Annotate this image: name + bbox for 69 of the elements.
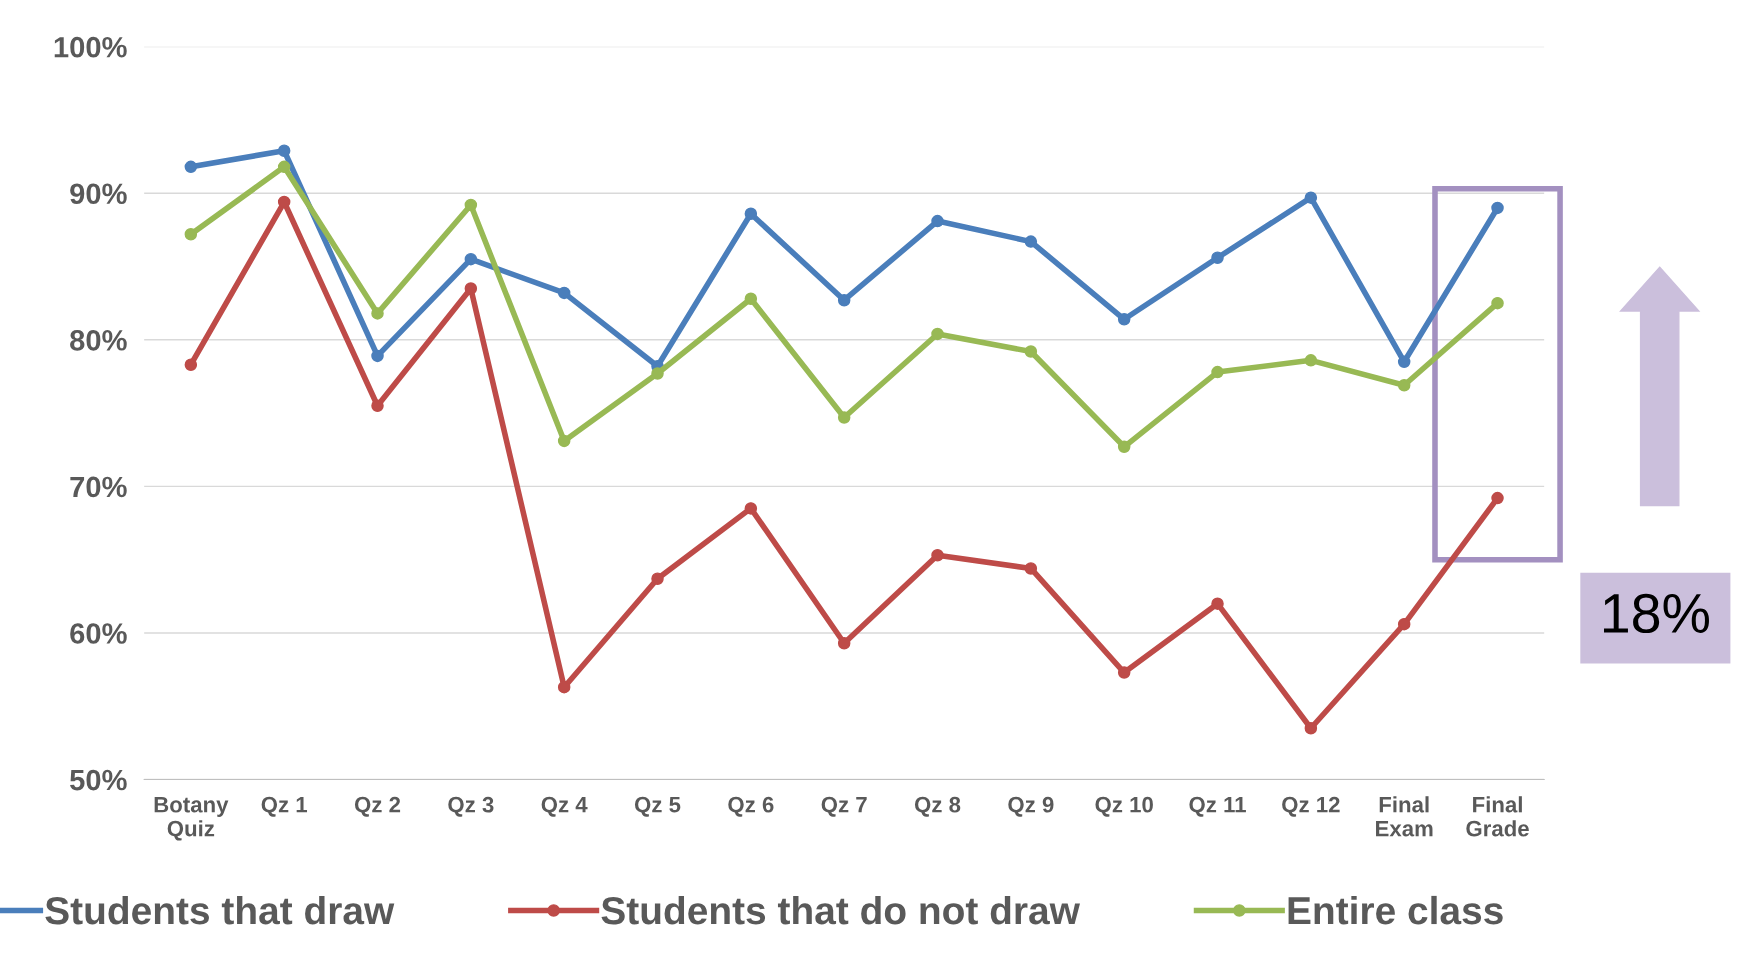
point — [1491, 491, 1504, 505]
x-tick-label: Botany Quiz — [154, 797, 229, 841]
x-tick-label: Qz 11 — [1189, 796, 1246, 817]
point — [744, 207, 758, 221]
point — [1211, 365, 1224, 379]
y-tick-label: 90% — [70, 183, 127, 205]
point — [371, 399, 384, 413]
point — [557, 680, 571, 694]
point — [744, 502, 758, 515]
point — [1397, 355, 1411, 369]
point — [1117, 313, 1131, 326]
legend-label: Students that draw — [45, 895, 395, 925]
point — [1397, 617, 1411, 631]
point — [277, 144, 291, 157]
x-tick-label: Qz 7 — [821, 796, 867, 817]
point — [184, 160, 198, 174]
text: 18% — [1604, 593, 1709, 634]
point — [1024, 562, 1038, 575]
point — [557, 434, 571, 448]
point — [277, 160, 291, 174]
y-tick-label: 70% — [70, 476, 127, 498]
point — [464, 252, 478, 266]
legend-label: Entire class — [1288, 895, 1503, 925]
x-tick-label: Final Exam — [1376, 796, 1433, 837]
point — [277, 195, 291, 209]
point — [371, 349, 384, 363]
point — [1117, 666, 1131, 679]
x-tick-label: Qz 12 — [1282, 796, 1340, 817]
x-tick-label: Qz 1 — [261, 796, 308, 817]
point — [931, 214, 944, 228]
point — [837, 293, 851, 307]
point — [1491, 201, 1504, 215]
x-tick-label: Qz 6 — [728, 796, 774, 817]
point — [931, 549, 944, 562]
point — [1024, 345, 1038, 358]
point — [1397, 378, 1411, 392]
y-tick-label: 100% — [54, 36, 127, 58]
point — [1211, 251, 1224, 264]
x-tick-label: Qz 2 — [354, 796, 401, 817]
x-tick-label: Qz 10 — [1095, 796, 1153, 817]
point — [1304, 721, 1318, 735]
point — [1491, 296, 1504, 310]
point — [651, 367, 664, 380]
point — [557, 286, 571, 300]
point — [1304, 354, 1318, 367]
point — [1211, 597, 1224, 610]
point — [184, 358, 198, 371]
point — [1304, 191, 1318, 204]
x-tick-label: Qz 9 — [1008, 796, 1054, 817]
point — [1117, 440, 1131, 454]
x-tick-label: Qz 8 — [914, 796, 961, 817]
x-tick-label: Qz 5 — [634, 796, 681, 817]
point — [464, 198, 478, 212]
x-tick-label: Qz 4 — [541, 796, 588, 817]
point — [651, 572, 664, 585]
point — [837, 636, 851, 650]
x-tick-label: Final Grade — [1466, 796, 1529, 837]
x-tick-label: Qz 3 — [448, 796, 494, 817]
point — [371, 307, 384, 320]
point — [184, 228, 198, 241]
point — [931, 327, 944, 341]
point — [837, 411, 851, 424]
point — [744, 292, 758, 306]
y-tick-label: 60% — [70, 623, 127, 644]
y-tick-label: 80% — [70, 330, 127, 351]
point — [1024, 235, 1038, 248]
point — [464, 282, 478, 295]
y-tick-label: 50% — [70, 769, 127, 791]
legend-label: Students that do not draw — [601, 895, 1080, 925]
